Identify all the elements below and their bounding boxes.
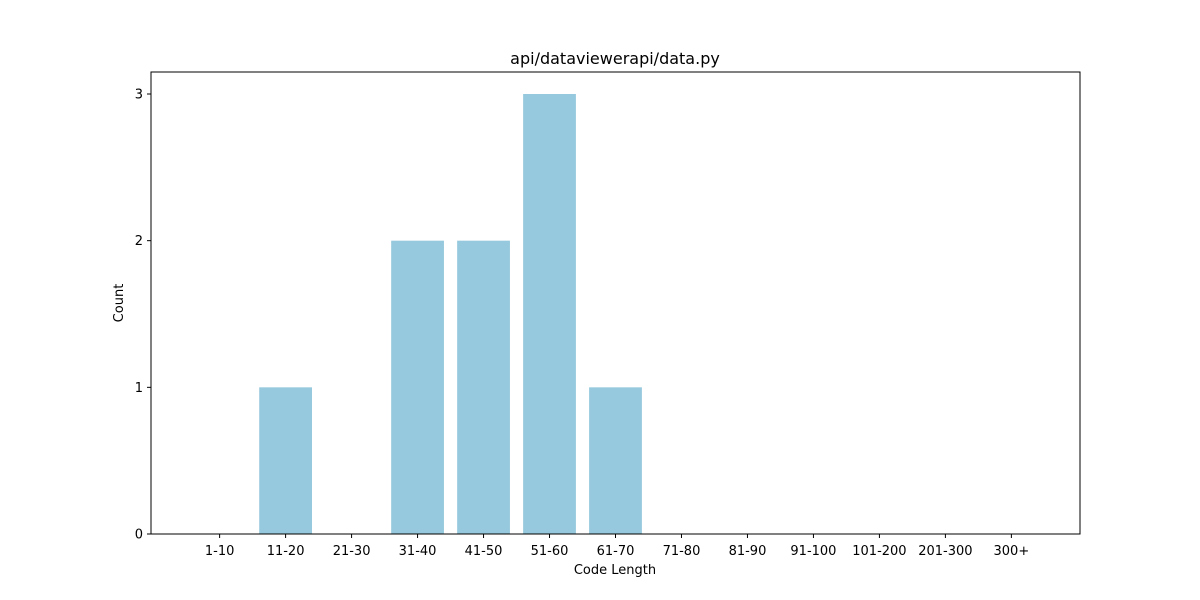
bar-11-20 bbox=[259, 387, 312, 534]
x-tick-label: 21-30 bbox=[333, 544, 371, 559]
y-tick-label: 3 bbox=[135, 88, 143, 103]
x-tick-label: 31-40 bbox=[399, 544, 437, 559]
y-axis-ticks: 0 1 2 3 bbox=[135, 88, 151, 543]
x-tick-label: 201-300 bbox=[918, 544, 972, 559]
x-tick-label: 11-20 bbox=[267, 544, 305, 559]
bar-31-40 bbox=[391, 241, 444, 534]
x-axis-ticks: 1-10 11-20 21-30 31-40 41-50 51-60 61-70 71-80 8… bbox=[205, 534, 1029, 559]
bar-41-50 bbox=[457, 241, 510, 534]
x-tick-label: 61-70 bbox=[597, 544, 635, 559]
y-tick-label: 2 bbox=[135, 234, 143, 249]
x-tick-label: 71-80 bbox=[663, 544, 701, 559]
y-tick-label: 0 bbox=[135, 528, 143, 543]
x-tick-label: 101-200 bbox=[852, 544, 906, 559]
x-axis-label: Code Length bbox=[574, 563, 656, 578]
x-tick-label: 1-10 bbox=[205, 544, 235, 559]
x-tick-label: 51-60 bbox=[531, 544, 569, 559]
x-tick-label: 81-90 bbox=[729, 544, 767, 559]
y-axis-label: Count bbox=[112, 284, 127, 323]
x-tick-label: 91-100 bbox=[790, 544, 836, 559]
x-tick-label: 300+ bbox=[994, 544, 1030, 559]
y-tick-label: 1 bbox=[135, 381, 143, 396]
x-tick-label: 41-50 bbox=[465, 544, 503, 559]
bars-group bbox=[259, 94, 642, 534]
bar-51-60 bbox=[523, 94, 576, 534]
bar-61-70 bbox=[589, 387, 642, 534]
chart-title: api/dataviewerapi/data.py bbox=[510, 49, 720, 68]
